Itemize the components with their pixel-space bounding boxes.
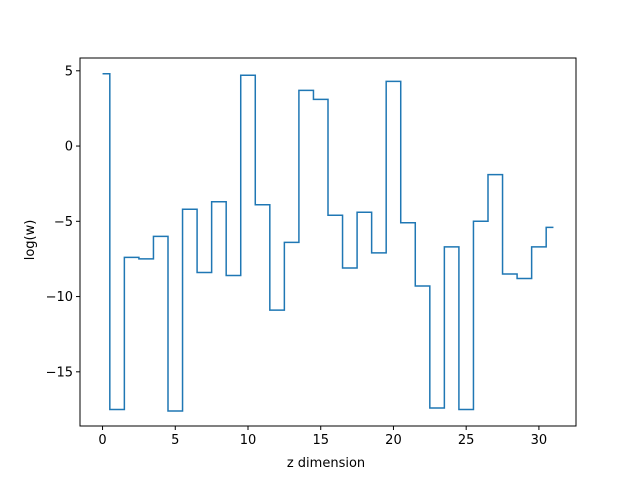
plot-area: 0 5 10 15 20 25 30 5 0 −5 −10 −15 [46, 57, 577, 448]
x-tick-label: 15 [312, 433, 329, 448]
y-tick-label: 5 [65, 64, 73, 79]
y-tick-label: −10 [46, 290, 73, 305]
x-tick-label: 20 [385, 433, 402, 448]
y-tick-label: −15 [46, 365, 73, 380]
axes-frame [79, 57, 577, 427]
y-axis-label: log(w) [23, 220, 38, 261]
x-tick-label: 5 [171, 433, 179, 448]
x-tick-label: 0 [98, 433, 106, 448]
series-line-0 [102, 73, 554, 412]
x-tick-label: 25 [458, 433, 475, 448]
y-tick-label: −5 [54, 215, 73, 230]
x-tick-label: 10 [240, 433, 257, 448]
x-tick-label: 30 [531, 433, 548, 448]
x-axis-label: z dimension [287, 456, 365, 471]
y-tick-label: 0 [65, 140, 73, 155]
